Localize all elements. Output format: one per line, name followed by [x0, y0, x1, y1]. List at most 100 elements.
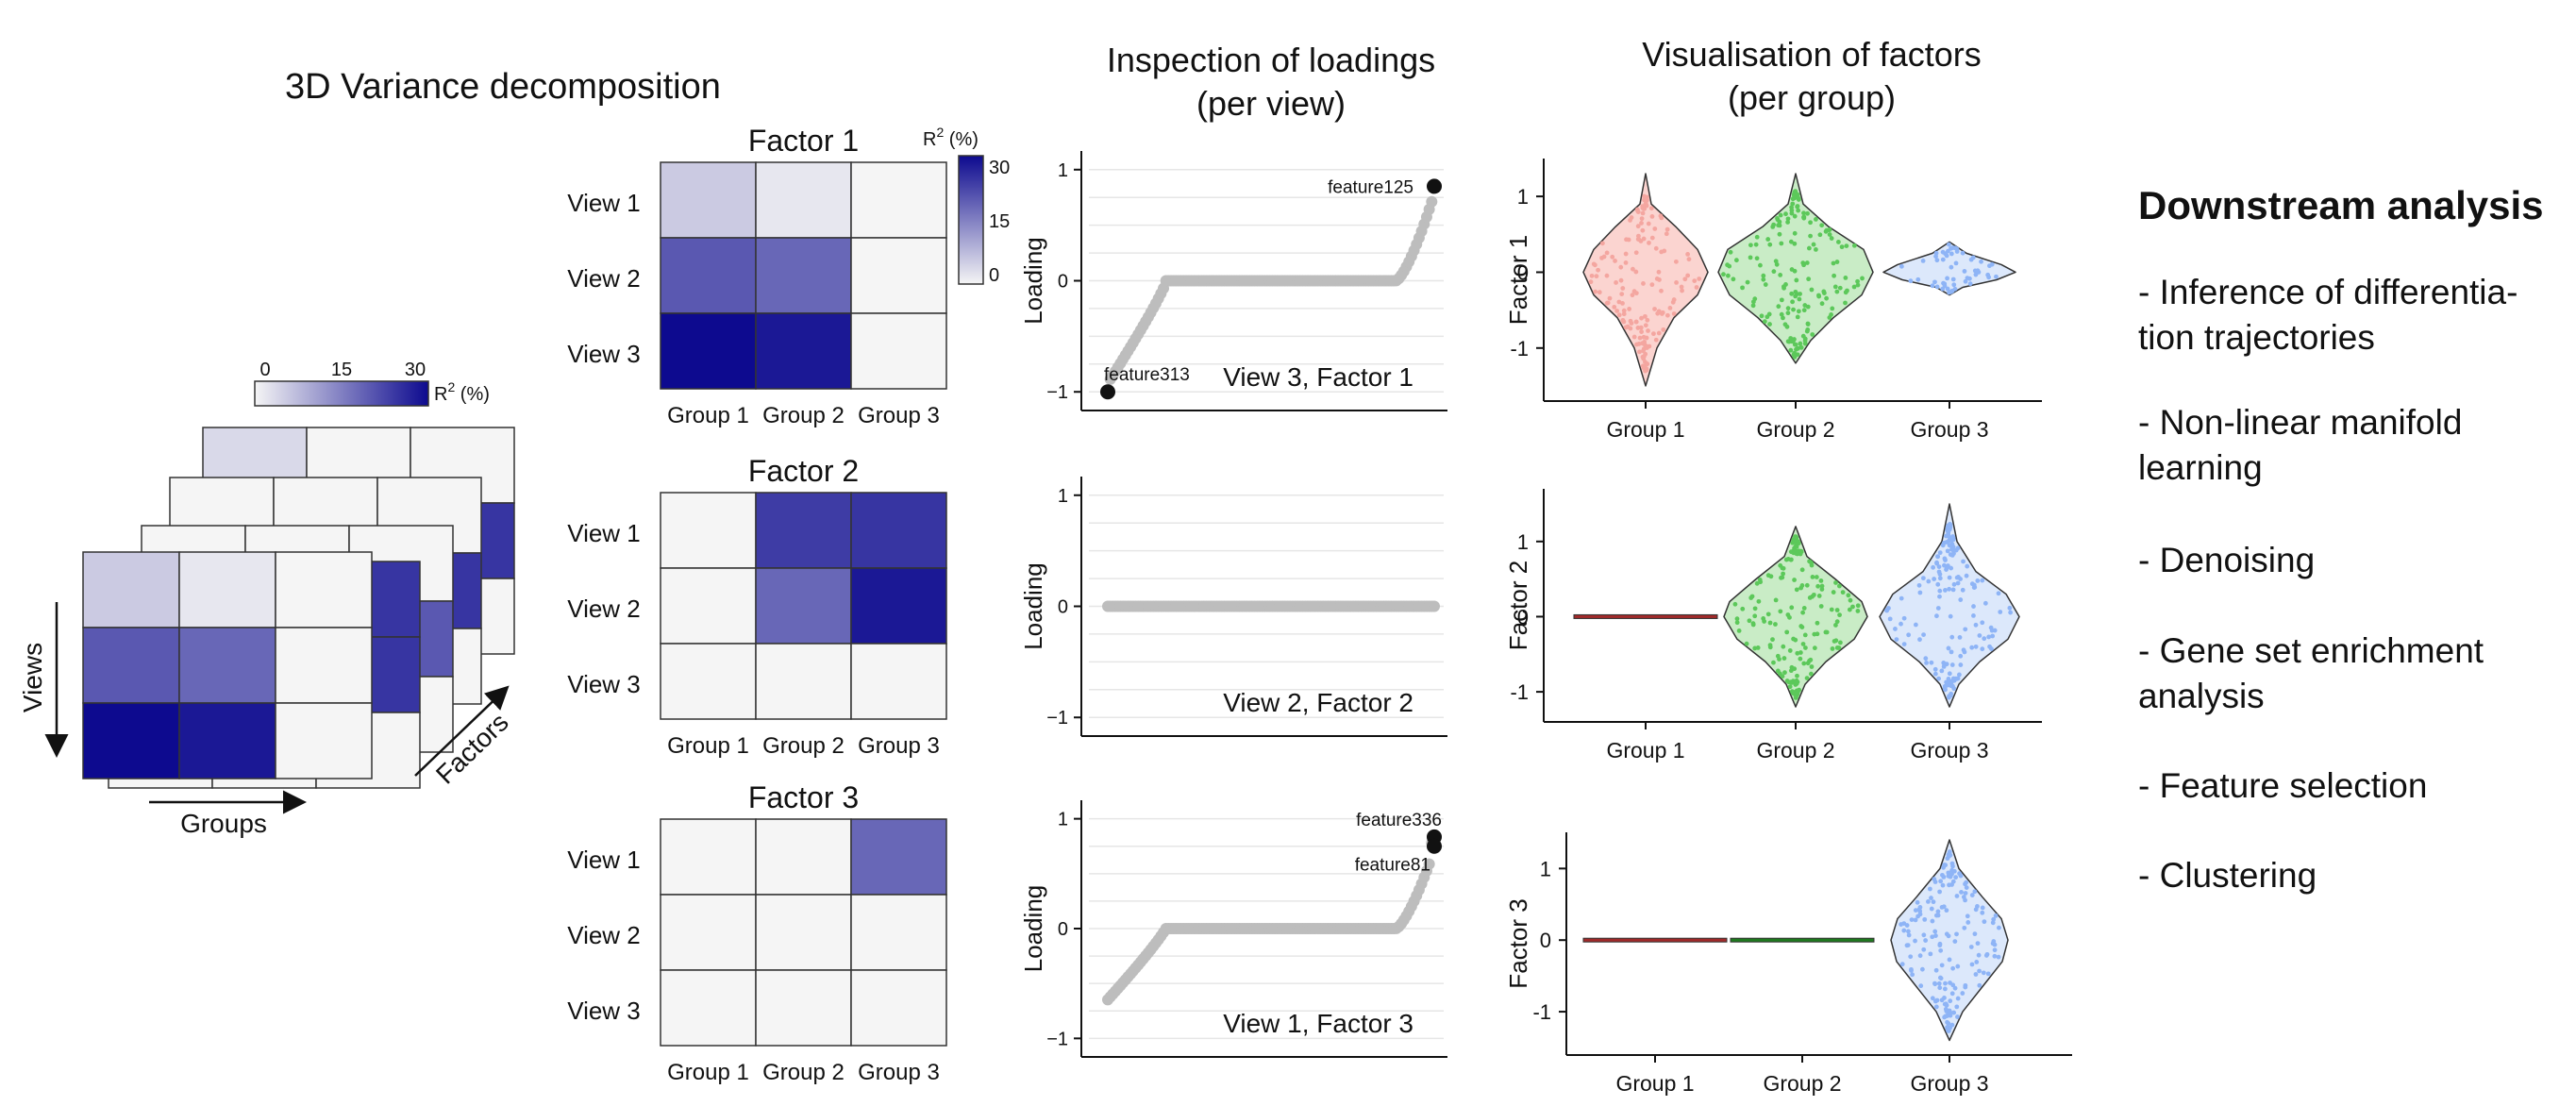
x-tick-label: Group 1	[1606, 738, 1684, 762]
violin-point	[1946, 852, 1951, 857]
violin-point	[1960, 587, 1965, 593]
downstream-item-line: - Feature selection	[2138, 766, 2427, 805]
violin-point	[1643, 351, 1648, 357]
cube-cell	[178, 702, 276, 779]
violin-point	[1954, 894, 1960, 898]
heatmap-row-label: View 2	[567, 595, 641, 623]
violin-point	[1795, 691, 1800, 696]
violin-point	[1996, 925, 2001, 930]
violin-point	[1969, 893, 1975, 897]
violin-point	[1644, 335, 1649, 341]
violin-point	[1647, 240, 1651, 245]
heatmap-row-label: View 1	[567, 519, 641, 547]
violin-point	[1950, 879, 1956, 884]
violin-point	[1834, 260, 1840, 264]
violin-point	[1906, 632, 1912, 638]
violin-point	[1953, 875, 1959, 880]
violin-point	[1950, 276, 1956, 282]
violin-point	[1965, 920, 1971, 925]
violin-point	[1855, 609, 1861, 613]
violin-point	[1918, 983, 1924, 989]
heatmap-cell	[850, 492, 947, 569]
violin-point	[1731, 276, 1736, 282]
violin-point	[1747, 618, 1752, 624]
violin-point	[1818, 578, 1824, 583]
x-tick-label: Group 3	[1910, 738, 1988, 762]
violin-point	[1635, 224, 1641, 229]
violin-point	[1781, 644, 1786, 649]
violin-point	[1836, 583, 1842, 589]
heatmap-legend-tick: 0	[989, 265, 999, 286]
violin-point	[1942, 556, 1948, 561]
violin-point	[1917, 590, 1923, 595]
y-tick-label: 0	[1058, 597, 1068, 618]
violin-point	[1791, 352, 1797, 358]
violin-point	[1947, 575, 1952, 580]
violin-point	[1766, 311, 1772, 317]
violin-point	[1935, 606, 1941, 611]
violin-point	[1951, 581, 1957, 587]
violin-point	[1980, 905, 1985, 911]
violin-point	[1616, 299, 1622, 305]
y-tick-label: -1	[1532, 1000, 1551, 1024]
heatmap-cell	[755, 894, 852, 971]
violin-point	[1832, 639, 1837, 644]
violin-point	[1954, 1004, 1960, 1010]
violin-point	[1913, 938, 1917, 944]
violin-point	[1805, 327, 1811, 332]
violin-point	[1596, 267, 1600, 273]
violin-point	[1946, 870, 1951, 876]
violin-point	[1653, 337, 1659, 343]
violin-point	[1805, 304, 1811, 310]
violin-point	[1948, 980, 1952, 985]
x-tick-label: Group 1	[1615, 1071, 1694, 1096]
violin-point	[1637, 335, 1643, 341]
violin-point	[1946, 1028, 1951, 1033]
violin-point	[1934, 613, 1939, 619]
violin-point	[1933, 1004, 1939, 1010]
violin-point	[1754, 256, 1760, 261]
violin-point	[1777, 231, 1782, 237]
heatmap-cell	[660, 818, 757, 896]
heatmap-cell	[660, 161, 757, 239]
violin-point	[1804, 676, 1810, 680]
violin-point	[1773, 622, 1778, 627]
violin-point	[2008, 610, 2014, 615]
violin-point	[1645, 317, 1650, 323]
violin-point	[1946, 532, 1951, 538]
violin-point	[1642, 340, 1648, 344]
violin-point	[1785, 306, 1791, 311]
x-tick-label: Group 2	[1763, 1071, 1841, 1096]
violin-point	[1947, 586, 1952, 592]
violin-point	[1947, 543, 1952, 548]
violin-shape	[1890, 839, 2009, 1042]
violin-point	[1639, 221, 1644, 226]
violin-point	[1943, 588, 1948, 593]
violin-point	[1815, 620, 1820, 626]
violin-point	[1994, 274, 1999, 279]
violin-point	[1649, 213, 1655, 219]
violin-point	[1940, 286, 1946, 292]
violin-point	[1750, 622, 1756, 628]
violin-point	[1779, 311, 1784, 317]
violin-point	[1599, 241, 1605, 246]
violin-point	[1947, 671, 1952, 677]
violin-point	[1640, 206, 1646, 210]
violin-point	[1991, 916, 1997, 922]
violin-point	[1795, 204, 1800, 209]
violin-point	[1770, 637, 1775, 643]
violin-point	[1894, 637, 1899, 643]
violin-point	[1823, 228, 1829, 234]
violin-point	[1965, 276, 1970, 281]
violin-point	[1979, 259, 1983, 264]
violin-point	[1653, 245, 1659, 251]
violin-point	[1623, 251, 1629, 257]
y-axis-label: Factor 2	[1504, 561, 1532, 650]
violin-point	[1950, 536, 1956, 542]
violin-point	[1791, 192, 1797, 197]
y-tick-label: -1	[1510, 337, 1529, 360]
y-tick-label: 1	[1517, 185, 1529, 209]
violin-point	[1697, 276, 1702, 281]
violin-point	[1798, 344, 1804, 350]
